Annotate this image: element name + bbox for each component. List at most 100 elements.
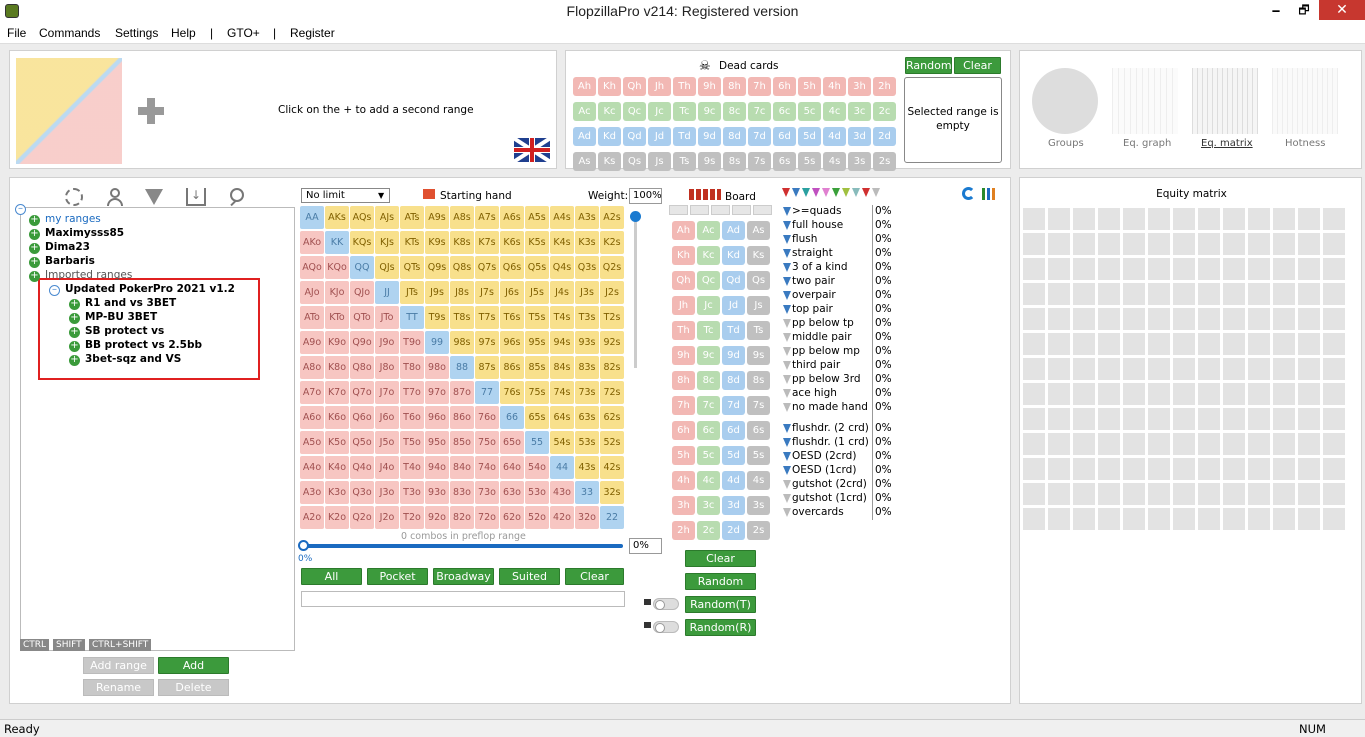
hand-cell[interactable]: J3s — [575, 281, 599, 304]
hand-cell[interactable]: 53o — [525, 481, 549, 504]
hand-cell[interactable]: 44 — [550, 456, 574, 479]
dead-card[interactable]: Ah — [573, 77, 596, 96]
board-card[interactable]: 9s — [747, 346, 770, 365]
dead-card[interactable]: 5d — [798, 127, 821, 146]
hand-cell[interactable]: K4o — [325, 456, 349, 479]
hand-cell[interactable]: K5s — [525, 231, 549, 254]
hand-cell[interactable]: A6o — [300, 406, 324, 429]
board-random-t-button[interactable]: Random(T) — [685, 596, 756, 613]
stat-filter-icon[interactable] — [783, 480, 791, 489]
hand-cell[interactable]: A2o — [300, 506, 324, 529]
hand-cell[interactable]: 74s — [550, 381, 574, 404]
hand-cell[interactable]: QQ — [350, 256, 374, 279]
board-card[interactable]: 8s — [747, 371, 770, 390]
hand-cell[interactable]: AKs — [325, 206, 349, 229]
hand-cell[interactable]: A5s — [525, 206, 549, 229]
board-card[interactable]: 4h — [672, 471, 695, 490]
filter-funnel-icon[interactable] — [842, 188, 850, 197]
hand-cell[interactable]: J8o — [375, 356, 399, 379]
hand-cell[interactable]: AKo — [300, 231, 324, 254]
stat-filter-icon[interactable] — [783, 508, 791, 517]
tree-root-collapse-icon[interactable]: – — [15, 204, 26, 215]
dead-card[interactable]: 9c — [698, 102, 721, 121]
hand-cell[interactable]: 82o — [450, 506, 474, 529]
hand-cell[interactable]: 63s — [575, 406, 599, 429]
board-card[interactable]: Jh — [672, 296, 695, 315]
hand-cell[interactable]: 86o — [450, 406, 474, 429]
board-card[interactable]: Ts — [747, 321, 770, 340]
hotness-view[interactable] — [1272, 68, 1338, 134]
hand-cell[interactable]: 76s — [500, 381, 524, 404]
dead-card[interactable]: Ks — [598, 152, 621, 171]
weight-slider-track[interactable] — [634, 212, 637, 368]
hand-cell[interactable]: 84o — [450, 456, 474, 479]
board-slot[interactable] — [732, 205, 751, 215]
hand-cell[interactable]: T6s — [500, 306, 524, 329]
dead-card[interactable]: 8h — [723, 77, 746, 96]
dead-card[interactable]: 5c — [798, 102, 821, 121]
eq-graph-view[interactable] — [1112, 68, 1178, 134]
hand-cell[interactable]: 32o — [575, 506, 599, 529]
tree-item-label[interactable]: Imported ranges — [45, 269, 133, 281]
dead-card[interactable]: Jc — [648, 102, 671, 121]
hand-cell[interactable]: K6s — [500, 231, 524, 254]
random-r-toggle[interactable] — [653, 621, 679, 633]
hand-cell[interactable]: QTo — [350, 306, 374, 329]
dead-card[interactable]: 3h — [848, 77, 871, 96]
hand-cell[interactable]: KK — [325, 231, 349, 254]
hand-cell[interactable]: T9o — [400, 331, 424, 354]
hand-cell[interactable]: 64s — [550, 406, 574, 429]
board-card[interactable]: 8d — [722, 371, 745, 390]
delete-button[interactable]: Delete — [158, 679, 229, 696]
hand-cell[interactable]: 43s — [575, 456, 599, 479]
uk-flag-icon[interactable] — [514, 138, 550, 162]
select-pocket-button[interactable]: Pocket — [367, 568, 428, 585]
stat-filter-icon[interactable] — [783, 319, 791, 328]
board-slot[interactable] — [711, 205, 730, 215]
hand-cell[interactable]: QTs — [400, 256, 424, 279]
tree-item-label[interactable]: MP-BU 3BET — [85, 311, 158, 323]
dead-card[interactable]: Tc — [673, 102, 696, 121]
collapse-icon[interactable]: – — [49, 285, 60, 296]
filter-funnel-icon[interactable] — [832, 188, 840, 197]
hand-cell[interactable]: A6s — [500, 206, 524, 229]
board-card[interactable]: 4c — [697, 471, 720, 490]
board-card[interactable]: 5s — [747, 446, 770, 465]
hand-cell[interactable]: 54s — [550, 431, 574, 454]
board-card[interactable]: 7s — [747, 396, 770, 415]
dead-card[interactable]: 8s — [723, 152, 746, 171]
hand-cell[interactable]: 22 — [600, 506, 624, 529]
tree-item-label[interactable]: 3bet-sqz and VS — [85, 353, 182, 365]
dead-card[interactable]: 2c — [873, 102, 896, 121]
dead-card[interactable]: 9d — [698, 127, 721, 146]
expand-icon[interactable]: + — [29, 270, 40, 282]
eq-matrix-view[interactable] — [1192, 68, 1258, 134]
hand-cell[interactable]: 83s — [575, 356, 599, 379]
expand-icon[interactable]: + — [69, 312, 80, 324]
board-card[interactable]: Ah — [672, 221, 695, 240]
expand-icon[interactable]: + — [69, 340, 80, 352]
hand-cell[interactable]: 42o — [550, 506, 574, 529]
hand-cell[interactable]: T4s — [550, 306, 574, 329]
hand-cell[interactable]: 94s — [550, 331, 574, 354]
hand-cell[interactable]: J4o — [375, 456, 399, 479]
hand-cell[interactable]: T3s — [575, 306, 599, 329]
select-broadway-button[interactable]: Broadway — [433, 568, 494, 585]
hand-cell[interactable]: T7s — [475, 306, 499, 329]
board-card[interactable]: 2c — [697, 521, 720, 540]
board-random-button[interactable]: Random — [685, 573, 756, 590]
dead-card[interactable]: Th — [673, 77, 696, 96]
hand-cell[interactable]: 96o — [425, 406, 449, 429]
add-range-button[interactable]: Add range — [83, 657, 154, 674]
hand-cell[interactable]: K9s — [425, 231, 449, 254]
hand-cell[interactable]: AJs — [375, 206, 399, 229]
dead-card[interactable]: Kc — [598, 102, 621, 121]
dead-card[interactable]: 9h — [698, 77, 721, 96]
menu-commands[interactable]: Commands — [39, 26, 101, 40]
hand-cell[interactable]: 85o — [450, 431, 474, 454]
hand-cell[interactable]: Q4o — [350, 456, 374, 479]
hand-cell[interactable]: Q9o — [350, 331, 374, 354]
filter-funnel-icon[interactable] — [792, 188, 800, 197]
hand-cell[interactable]: 98s — [450, 331, 474, 354]
hand-cell[interactable]: 55 — [525, 431, 549, 454]
